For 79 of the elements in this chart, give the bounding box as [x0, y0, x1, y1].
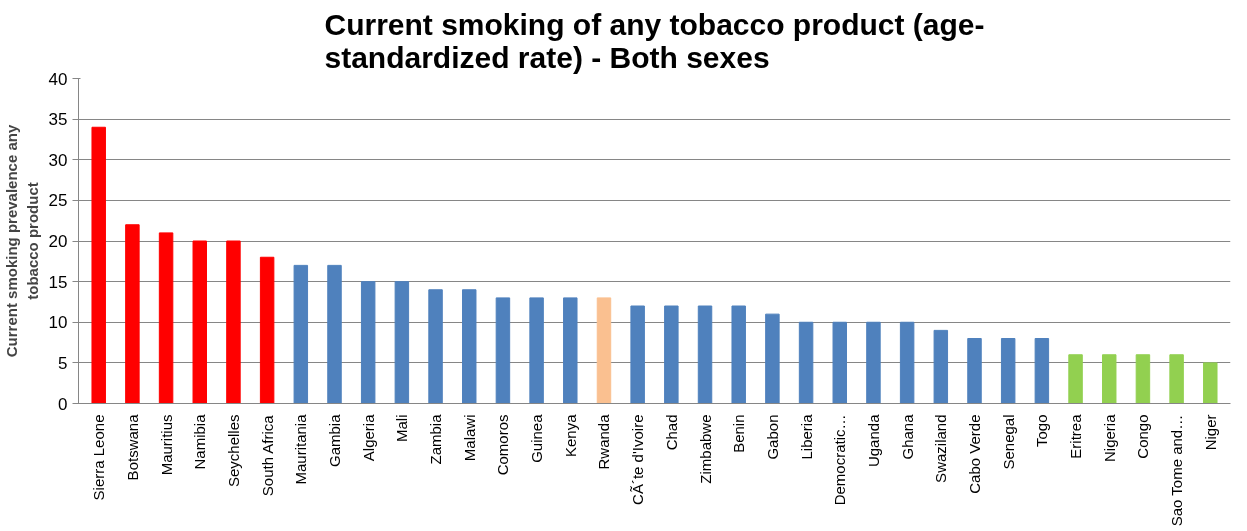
- y-tick-label: 35: [48, 110, 68, 130]
- bar: [462, 289, 477, 404]
- x-tick-label: Namibia: [191, 413, 209, 470]
- x-tick-label: Zimbabwe: [696, 414, 714, 484]
- x-tick-label: Rwanda: [595, 413, 613, 470]
- bar: [563, 297, 578, 404]
- bar: [967, 338, 982, 404]
- bar: [226, 240, 241, 404]
- x-tick-label: Uganda: [864, 413, 882, 468]
- bar: [1169, 354, 1184, 404]
- y-tick-label: 10: [48, 313, 68, 333]
- bar: [1203, 362, 1218, 404]
- bar: [664, 305, 679, 404]
- x-tick-label: Togo: [1033, 414, 1051, 448]
- x-tick-label: Sao Tome and…: [1168, 414, 1186, 527]
- x-tick-label: CÃ´te d'Ivoire: [629, 414, 647, 505]
- x-tick-label: Guinea: [528, 413, 546, 463]
- x-tick-label: Malawi: [460, 414, 478, 462]
- x-tick-label: Gambia: [326, 413, 343, 468]
- bar: [495, 297, 511, 404]
- x-tick-label: Comoros: [494, 414, 512, 476]
- y-axis-title: Current smoking prevalence any tobacco product: [3, 124, 41, 358]
- bar: [192, 240, 207, 404]
- bar: [158, 232, 174, 404]
- x-tick-label: South Africa: [258, 414, 276, 497]
- bar: [1034, 338, 1050, 404]
- bar: [91, 126, 106, 404]
- x-tick-label: Seychelles: [224, 414, 242, 488]
- y-tick-label: 15: [48, 272, 68, 292]
- bar: [259, 256, 275, 404]
- bar: [765, 313, 780, 404]
- x-tick-label: Swaziland: [932, 414, 950, 483]
- x-tick-label: Eritrea: [1067, 413, 1085, 459]
- bar: [1135, 354, 1151, 404]
- x-tick-label: Liberia: [797, 413, 815, 460]
- bar: [125, 224, 140, 404]
- y-tick-label: 30: [48, 150, 68, 170]
- y-tick-label: 40: [48, 69, 68, 89]
- bar: [1000, 338, 1016, 404]
- bar: [1102, 354, 1117, 404]
- bar: [428, 289, 443, 404]
- x-tick-label: Zambia: [427, 413, 445, 465]
- x-tick-label: Senegal: [999, 414, 1017, 470]
- bar: [394, 281, 410, 404]
- bar: [1068, 354, 1083, 404]
- y-tick-label: 5: [58, 353, 68, 373]
- x-tick-label: Nigeria: [1100, 413, 1118, 463]
- bar: [529, 297, 544, 404]
- x-tick-label: Democratic…: [831, 414, 849, 506]
- x-tick-label: Cabo Verde: [966, 414, 983, 494]
- bar: [866, 321, 881, 404]
- x-tick-label: Sierra Leone: [90, 414, 108, 501]
- x-tick-label: Congo: [1134, 414, 1152, 459]
- x-tick-label: Chad: [662, 414, 680, 451]
- y-tick-label: 0: [58, 394, 68, 414]
- bar: [360, 281, 376, 404]
- chart-title: Current smoking of any tobacco product (age-standardized rate) - Both sexes: [324, 7, 985, 74]
- x-tick-label: Ghana: [898, 413, 916, 460]
- x-tick-label: Botswana: [123, 413, 141, 481]
- x-tick-label: Algeria: [359, 413, 377, 462]
- bar: [596, 297, 612, 404]
- x-tick-label: Kenya: [561, 413, 579, 458]
- bar: [832, 321, 847, 404]
- x-tick-label: Mauritania: [292, 413, 310, 485]
- bar: [933, 329, 949, 404]
- x-tick-label: Benin: [730, 414, 748, 453]
- y-tick-label: 25: [48, 191, 68, 211]
- y-tick-label: 20: [48, 232, 68, 251]
- bar: [630, 305, 645, 404]
- bar: [293, 264, 309, 404]
- bar: [798, 321, 814, 404]
- x-tick-label: Mauritius: [157, 414, 175, 476]
- x-tick-label: Mali: [393, 414, 411, 442]
- x-tick-label: Niger: [1201, 414, 1219, 451]
- bar: [697, 305, 713, 404]
- bar: [899, 321, 915, 404]
- bar: [731, 305, 746, 404]
- x-tick-label: Gabon: [763, 414, 781, 460]
- bar: [327, 264, 342, 404]
